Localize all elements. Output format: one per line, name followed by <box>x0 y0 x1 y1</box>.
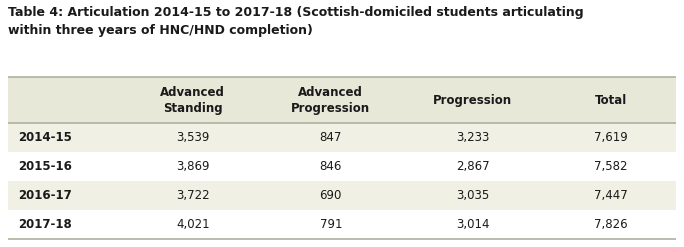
Bar <box>8 123 676 152</box>
Text: 791: 791 <box>319 218 342 231</box>
Text: 3,869: 3,869 <box>176 160 209 173</box>
Text: 7,447: 7,447 <box>594 189 627 202</box>
Bar <box>8 181 676 210</box>
Text: 7,582: 7,582 <box>594 160 627 173</box>
Text: Total: Total <box>594 94 627 107</box>
Text: Progression: Progression <box>433 94 512 107</box>
Text: 3,014: 3,014 <box>456 218 489 231</box>
Text: Advanced
Progression: Advanced Progression <box>291 85 370 115</box>
Text: 2,867: 2,867 <box>456 160 490 173</box>
Text: 846: 846 <box>319 160 342 173</box>
Text: 2014-15: 2014-15 <box>18 131 72 144</box>
Text: 690: 690 <box>319 189 342 202</box>
Text: 4,021: 4,021 <box>176 218 209 231</box>
Text: 2015-16: 2015-16 <box>18 160 72 173</box>
Text: 3,539: 3,539 <box>176 131 209 144</box>
Text: Table 4: Articulation 2014-15 to 2017-18 (Scottish-domiciled students articulati: Table 4: Articulation 2014-15 to 2017-18… <box>8 6 583 37</box>
Text: 3,722: 3,722 <box>176 189 209 202</box>
Bar <box>8 77 676 123</box>
Text: 3,035: 3,035 <box>456 189 489 202</box>
Bar <box>8 152 676 181</box>
Text: Advanced
Standing: Advanced Standing <box>160 85 225 115</box>
Text: 2016-17: 2016-17 <box>18 189 72 202</box>
Text: 847: 847 <box>319 131 342 144</box>
Text: 3,233: 3,233 <box>456 131 489 144</box>
Text: 7,826: 7,826 <box>594 218 627 231</box>
Text: 7,619: 7,619 <box>594 131 627 144</box>
Text: 2017-18: 2017-18 <box>18 218 72 231</box>
Bar <box>8 210 676 239</box>
